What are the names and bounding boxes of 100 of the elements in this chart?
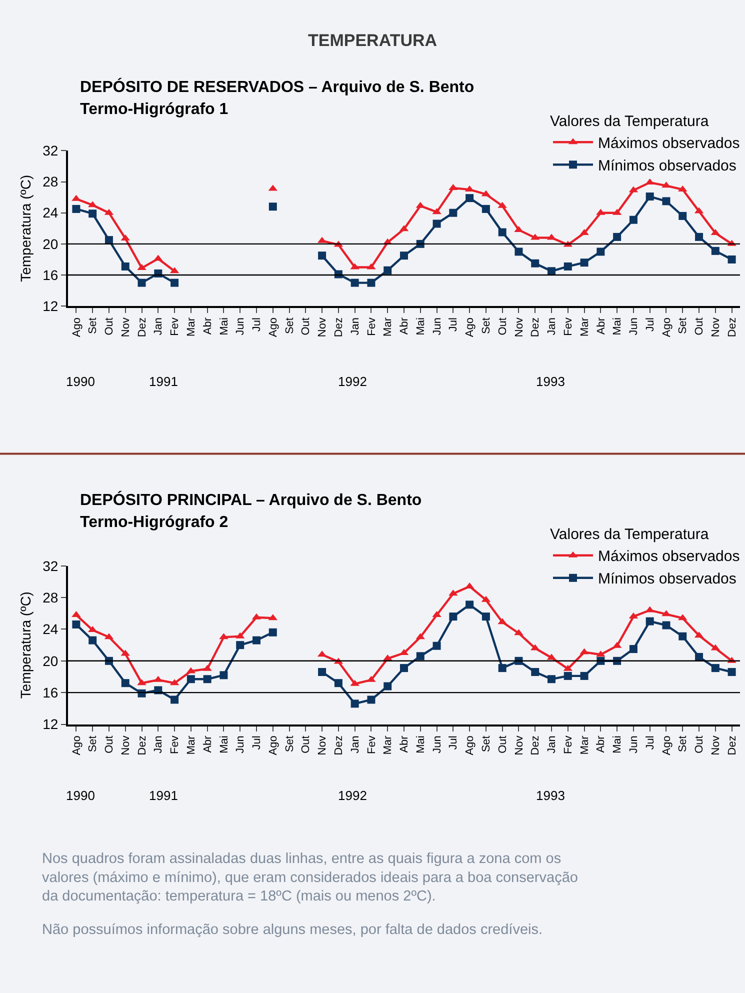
x-tick-label: Ago (660, 736, 673, 756)
x-tick-label: Dez (333, 318, 346, 338)
text: TEMPERATURA (308, 31, 438, 50)
x-tick-label: Jul (644, 736, 656, 750)
legend-label: Máximos observados (598, 548, 740, 566)
x-tick-label: Mar (186, 735, 198, 755)
x-tick-label: Abr (595, 735, 608, 753)
point (432, 220, 441, 228)
x-tick-label: Ago (267, 736, 280, 756)
x-tick-label: Fev (562, 735, 574, 754)
point (498, 228, 506, 236)
legend-title: Valores da Temperatura (550, 526, 710, 544)
point (580, 672, 588, 680)
text: 1992 (338, 788, 367, 803)
point (318, 252, 326, 260)
x-tick-label: Mar (382, 317, 394, 336)
x-tick-label: Out (300, 736, 312, 754)
point (268, 202, 277, 211)
x-tick-label: Dez (333, 736, 346, 756)
x-tick-label: Mai (414, 736, 427, 754)
point (613, 232, 622, 241)
x-tick-label: Jun (431, 318, 444, 336)
point (400, 252, 408, 260)
y-tick-label: 32 (42, 142, 58, 159)
y-tick-label: 28 (42, 174, 58, 190)
x-tick-label: Jul (644, 318, 656, 332)
x-tick-label: Mar (578, 735, 591, 755)
point (170, 696, 179, 704)
point (318, 668, 326, 676)
point (695, 652, 704, 661)
x-tick-label: Fev (169, 735, 182, 754)
point (350, 700, 359, 708)
point (580, 258, 588, 267)
x-tick-label: Jan (152, 318, 165, 336)
y-axis-title: Temperatura (ºC) (18, 592, 34, 699)
point (432, 642, 441, 650)
point (449, 208, 458, 217)
x-tick-label: Out (300, 318, 312, 336)
x-tick-label: Dez (136, 318, 148, 338)
x-tick-label: Out (694, 318, 706, 336)
point (236, 641, 244, 650)
text: Nos quadros foram assinaladas duas linhas, entre as quais figura a zona com os valores (máximo e mínimo), que eram considerados ideais para a boa conservação da documentação: temperatura = 18ºC (mais ou menos 2ºC). (42, 851, 578, 905)
point (514, 248, 523, 256)
x-tick-label: Out (496, 736, 509, 754)
x-tick-label: Mai (414, 318, 427, 336)
point (548, 267, 556, 276)
point (466, 194, 474, 202)
y-tick-label: 20 (42, 652, 58, 669)
point (367, 696, 376, 704)
x-tick-label: Dez (726, 318, 738, 338)
x-tick-label: Set (480, 318, 493, 334)
x-tick-label: Abr (595, 317, 608, 335)
x-tick-label: Jan (152, 736, 165, 754)
x-tick-label: Ago (267, 318, 280, 338)
x-tick-label: Ago (660, 318, 673, 338)
x-tick-label: Ago (70, 318, 83, 338)
y-tick-label: 16 (42, 684, 58, 700)
point (88, 210, 97, 218)
x-tick-label: Set (677, 318, 690, 334)
legend-title: Valores da Temperatura (550, 112, 710, 130)
x-tick-label: Out (694, 736, 706, 754)
point (596, 248, 605, 256)
point (400, 664, 408, 672)
point (384, 682, 392, 690)
y-tick-label: 24 (42, 204, 58, 221)
x-tick-label: Mar (382, 735, 394, 755)
x-tick-label: Abr (202, 735, 214, 753)
x-tick-label: Jan (349, 736, 362, 754)
x-tick-label: Ago (70, 736, 83, 756)
point (498, 664, 506, 672)
point (531, 668, 540, 676)
text: 1991 (149, 788, 178, 803)
chart-subtitle: Termo-Higrógrafo 2 (80, 514, 228, 531)
y-tick-label: 12 (42, 298, 58, 314)
x-tick-label: Set (284, 736, 296, 752)
x-tick-label: Jun (234, 736, 247, 754)
y-tick-label: 20 (42, 236, 58, 252)
x-tick-label: Jun (628, 736, 640, 754)
legend-label: Mínimos observados (598, 157, 736, 174)
x-tick-label: Fev (366, 317, 378, 336)
point (711, 246, 720, 255)
x-tick-label: Jan (349, 318, 362, 336)
point (564, 672, 572, 680)
x-tick-label: Jul (251, 318, 264, 332)
point (121, 679, 130, 688)
x-tick-label: Nov (120, 735, 132, 756)
point (252, 636, 260, 644)
x-tick-label: Set (677, 736, 690, 752)
x-tick-label: Nov (710, 735, 722, 756)
x-tick-label: Fev (169, 317, 182, 336)
point (334, 679, 342, 688)
x-tick-label: Nov (316, 735, 329, 756)
text: Não possuímos informação sobre alguns meses, por falta de dados credíveis. (42, 922, 543, 938)
x-tick-label: Jul (448, 318, 460, 332)
x-tick-label: Abr (202, 317, 214, 335)
x-tick-label: Nov (120, 317, 132, 338)
point (186, 675, 195, 684)
text: 1992 (338, 374, 367, 389)
point (104, 236, 113, 244)
point (711, 664, 720, 672)
